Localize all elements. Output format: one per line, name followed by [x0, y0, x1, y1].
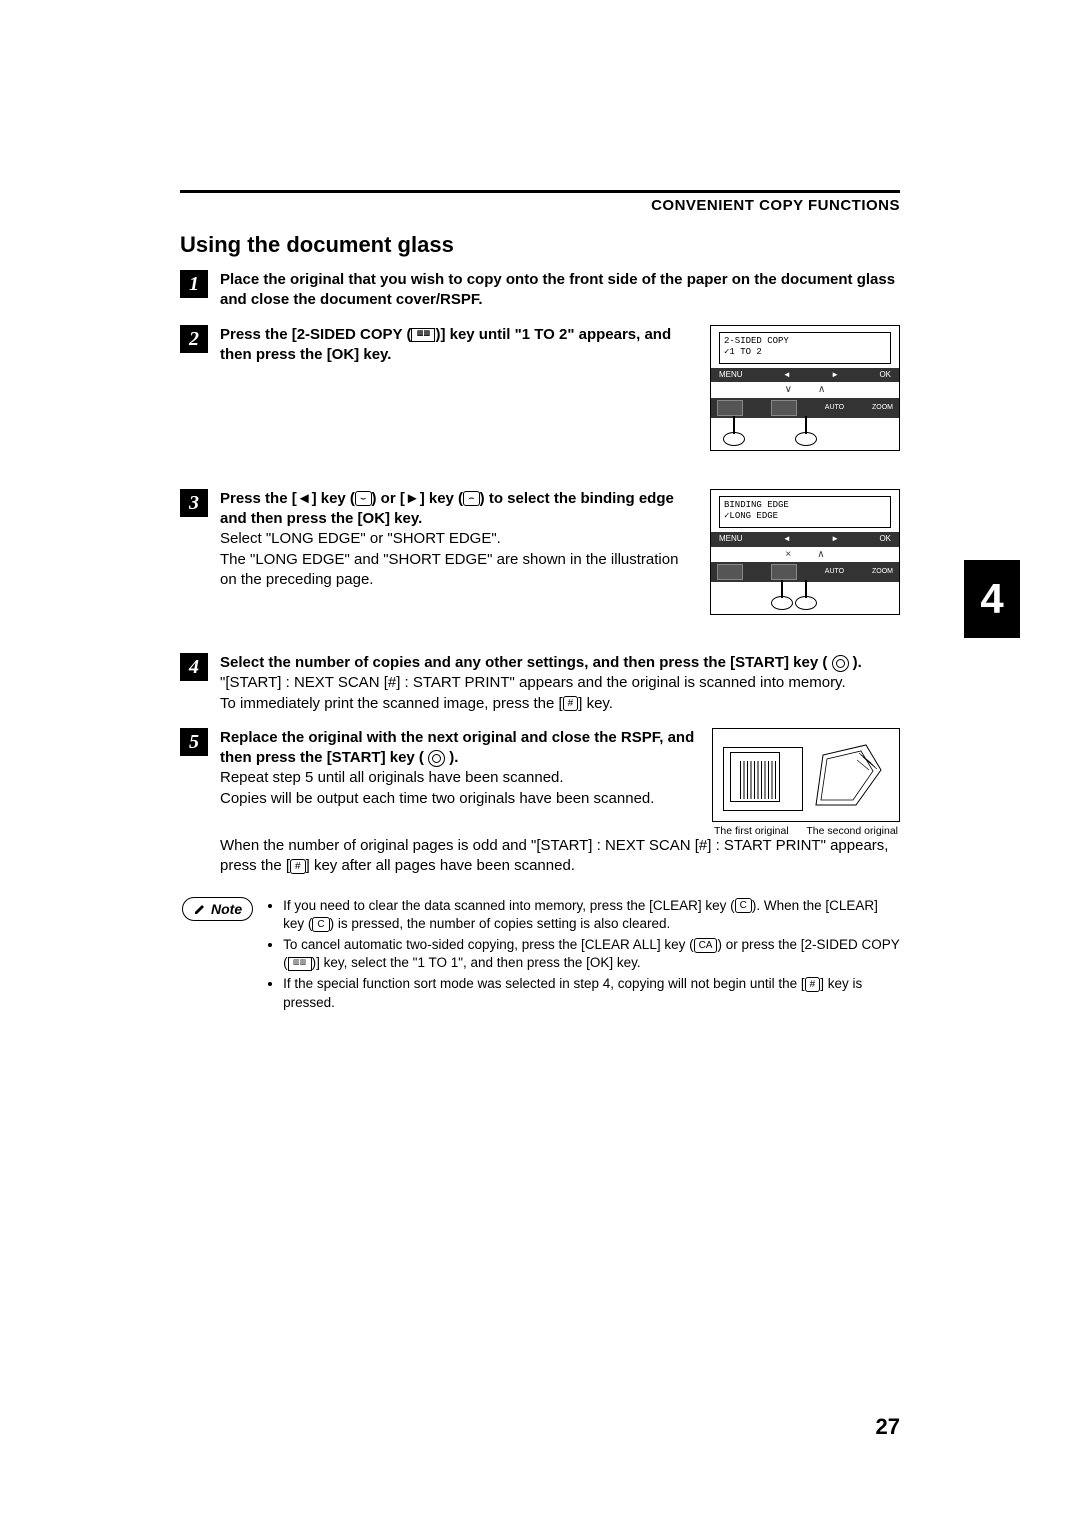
- chapter-tab: 4: [964, 560, 1020, 638]
- step-2: 2 Press the [2-SIDED COPY (▥▥)] key unti…: [180, 325, 900, 451]
- note-block: Note If you need to clear the data scann…: [180, 897, 900, 1015]
- clear-key-icon: C: [735, 898, 752, 913]
- chapter-heading: CONVENIENT COPY FUNCTIONS: [180, 197, 900, 214]
- manual-page: CONVENIENT COPY FUNCTIONS Using the docu…: [180, 190, 900, 1390]
- step-3-text: Press the [◄] key (⌣) or [►] key (⌢) to …: [220, 489, 696, 590]
- two-sided-copy-icon: ▥▥: [411, 328, 435, 342]
- hash-key-icon: #: [290, 859, 306, 874]
- note-list: If you need to clear the data scanned in…: [265, 897, 900, 1015]
- note-badge: Note: [182, 897, 253, 921]
- lcd-display: BINDING EDGE ✓LONG EDGE: [719, 496, 891, 528]
- two-sided-copy-icon: ▥▥: [288, 957, 312, 971]
- hash-key-icon: #: [805, 977, 821, 992]
- step-1: 1 Place the original that you wish to co…: [180, 270, 900, 311]
- step-body: Place the original that you wish to copy…: [220, 270, 900, 311]
- left-arrow-icon: ◄: [297, 489, 312, 509]
- step-number: 5: [180, 728, 208, 756]
- right-arrow-icon: ►: [405, 489, 420, 509]
- clear-all-key-icon: CA: [694, 938, 718, 953]
- step-number: 1: [180, 270, 208, 298]
- note-item: To cancel automatic two-sided copying, p…: [283, 936, 900, 973]
- step-4-text: Select the number of copies and any othe…: [220, 653, 900, 714]
- right-key-icon: ⌢: [463, 491, 480, 506]
- step-3: 3 Press the [◄] key (⌣) or [►] key (⌢) t…: [180, 489, 900, 615]
- step-5: 5 Replace the original with the next ori…: [180, 728, 900, 877]
- step-number: 4: [180, 653, 208, 681]
- step-5-text: Replace the original with the next origi…: [220, 728, 698, 809]
- hash-key-icon: #: [563, 696, 579, 711]
- start-key-icon: [832, 655, 849, 672]
- clear-key-icon: C: [312, 917, 329, 932]
- step-4: 4 Select the number of copies and any ot…: [180, 653, 900, 714]
- pencil-icon: [193, 902, 207, 916]
- step-number: 2: [180, 325, 208, 353]
- section-title: Using the document glass: [180, 232, 900, 258]
- lcd-display: 2-SIDED COPY ✓1 TO 2: [719, 332, 891, 364]
- start-key-icon: [428, 750, 445, 767]
- step-2-text: Press the [2-SIDED COPY (▥▥)] key until …: [220, 325, 696, 366]
- note-item: If you need to clear the data scanned in…: [283, 897, 900, 934]
- note-item: If the special function sort mode was se…: [283, 975, 900, 1012]
- page-number: 27: [876, 1414, 900, 1440]
- header-rule: [180, 190, 900, 193]
- step-number: 3: [180, 489, 208, 517]
- left-key-icon: ⌣: [355, 491, 372, 506]
- scanner-figure: The first original The second original: [712, 728, 900, 838]
- control-panel-diagram: BINDING EDGE ✓LONG EDGE MENU◄►OK ×∧ AUTO…: [710, 489, 900, 615]
- control-panel-diagram: 2-SIDED COPY ✓1 TO 2 MENU◄►OK ∨∧ AUTO ZO…: [710, 325, 900, 451]
- step-1-text: Place the original that you wish to copy…: [220, 271, 895, 308]
- rspf-icon: [811, 735, 891, 811]
